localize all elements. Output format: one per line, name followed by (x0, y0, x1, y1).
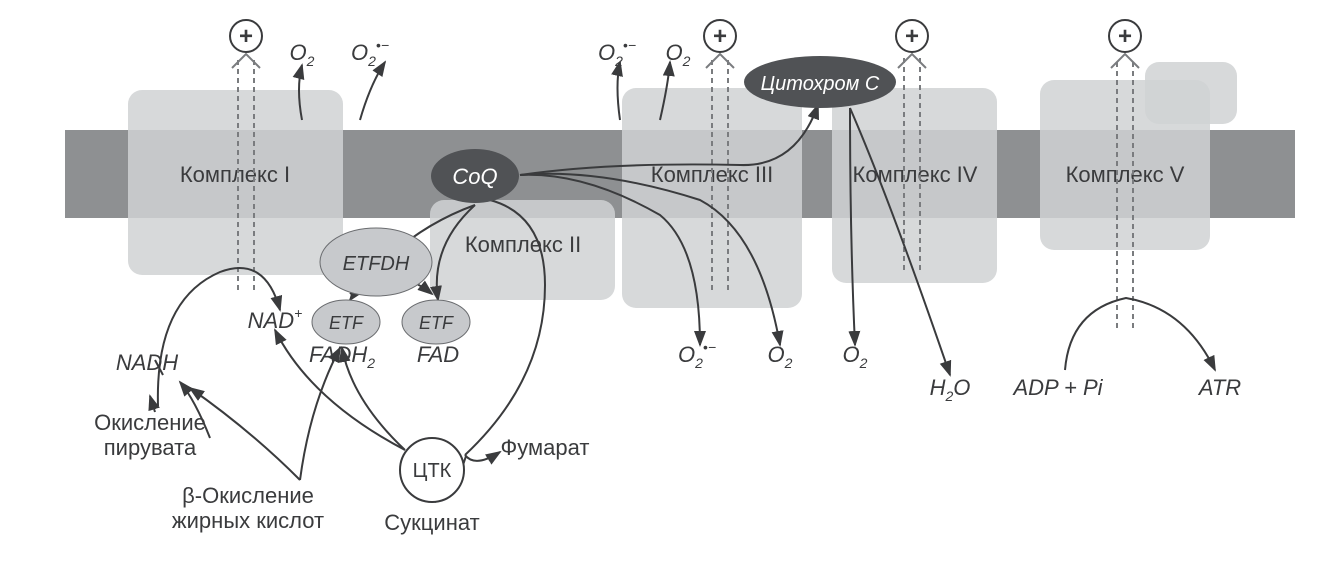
arrow-10 (465, 285, 545, 455)
arrow-11 (465, 452, 500, 461)
lbl-10: O2 (843, 342, 868, 371)
lbl-0: O2 (290, 40, 315, 69)
lbl-15: пирувата (104, 435, 197, 460)
lbl-11: H2O (930, 375, 971, 404)
lbl-16: β-Окисление (182, 483, 314, 508)
d4-head (1111, 54, 1139, 68)
lbl-13: ATR (1197, 375, 1241, 400)
lbl-5: NAD+ (248, 305, 303, 333)
d3-head (898, 54, 926, 68)
plus2-plus: + (713, 23, 727, 50)
lbl-2: O2•− (598, 37, 636, 69)
lbl-3: O2 (666, 40, 691, 69)
tca-label: ЦТК (413, 460, 452, 482)
d2-head (706, 54, 734, 68)
lbl-6: FADH2 (309, 342, 375, 371)
lbl-9: O2 (768, 342, 793, 371)
c5-label: Комплекс V (1066, 162, 1185, 187)
lbl-14: Окисление (94, 410, 206, 435)
arrow-21 (190, 388, 300, 480)
etf2-label: ETF (419, 313, 454, 333)
lbl-19: Фумарат (501, 435, 590, 460)
arrow-4 (158, 268, 280, 406)
etc-diagram: Комплекс I Комплекс II Комплекс III Комплек… (0, 0, 1341, 582)
lbl-12: ADP + Pi (1011, 375, 1103, 400)
plus1-plus: + (239, 23, 253, 50)
lbl-8: O2•− (678, 339, 716, 371)
c3-label: Комплекс III (651, 162, 773, 187)
c2-label: Комплекс II (465, 232, 581, 257)
coq-label: CoQ (452, 164, 497, 189)
cytc-label: Цитохром С (761, 73, 880, 95)
c1-label: Комплекс I (180, 162, 290, 187)
lbl-7: FAD (417, 342, 459, 367)
arrow-2 (618, 62, 621, 120)
etfdh-label: ETFDH (343, 253, 410, 275)
plus3-plus: + (905, 23, 919, 50)
arrow-18 (1065, 298, 1215, 370)
etf1-label: ETF (329, 313, 364, 333)
lbl-4: NADH (116, 350, 178, 375)
lbl-18: Сукцинат (384, 510, 479, 535)
d1-head (232, 54, 260, 68)
c4-label: Комплекс IV (853, 162, 978, 187)
arrow-22 (300, 348, 340, 480)
lbl-17: жирных кислот (172, 508, 324, 533)
arrow-1 (360, 62, 385, 120)
c5b (1145, 62, 1237, 124)
plus4-plus: + (1118, 23, 1132, 50)
